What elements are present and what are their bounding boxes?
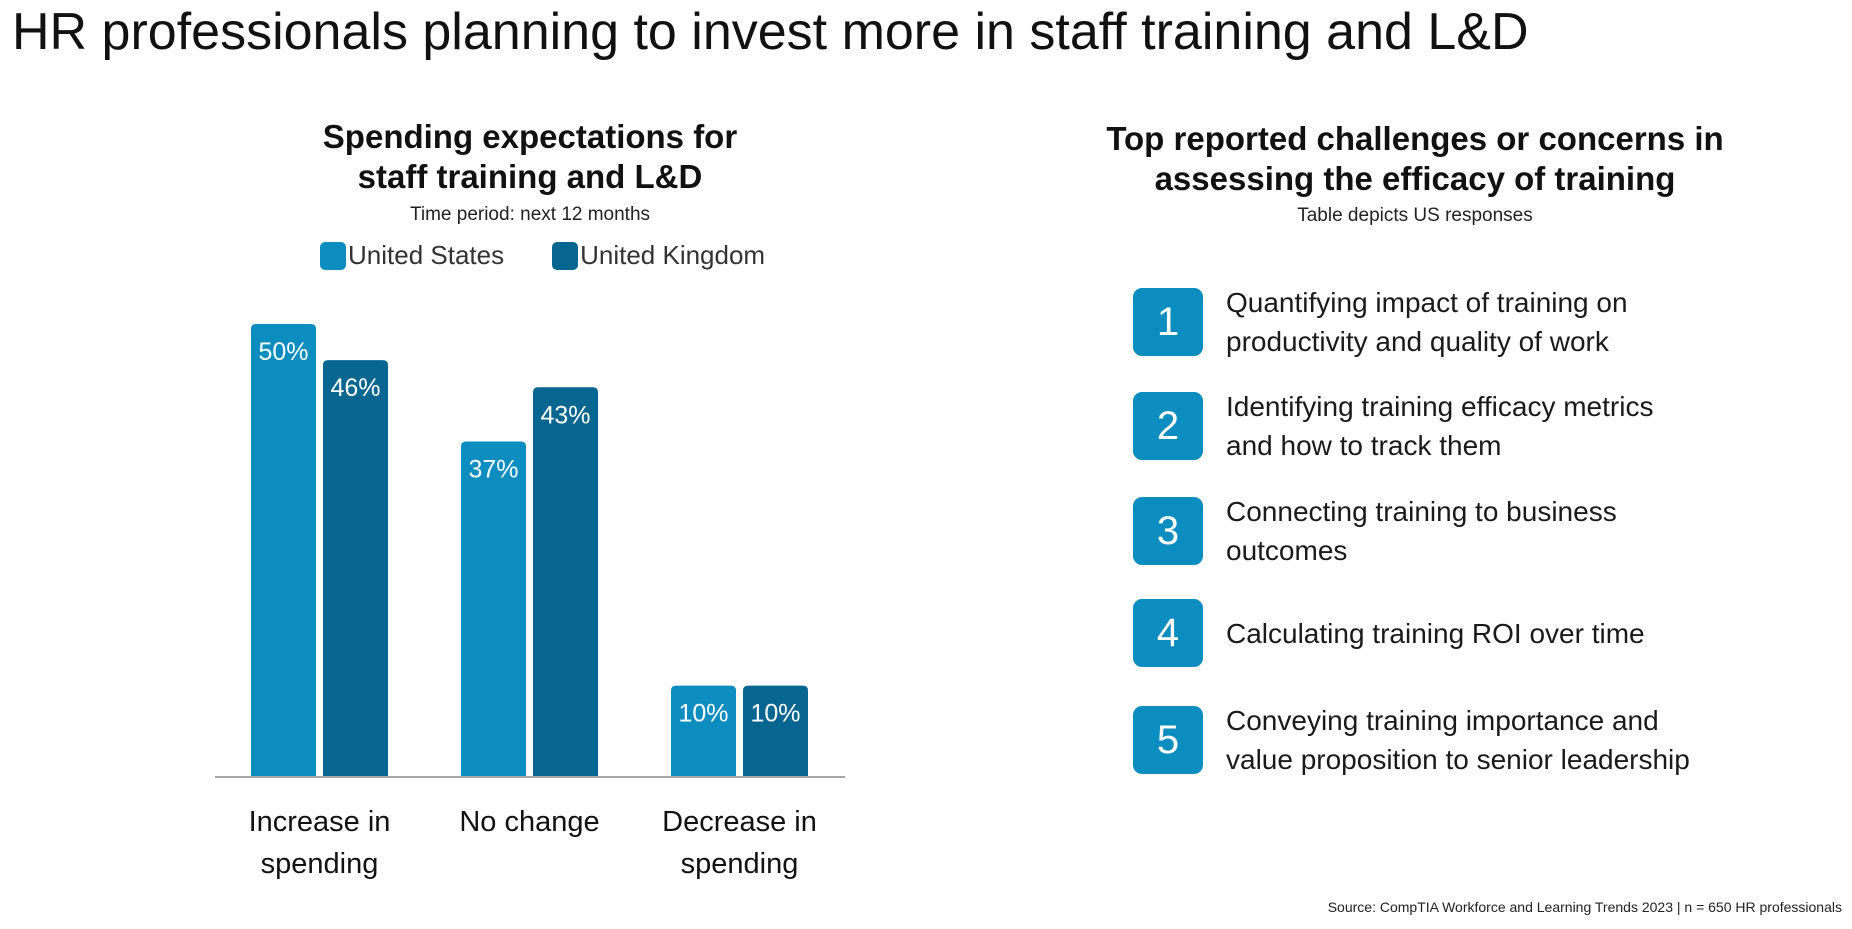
legend-item-us: United States [320, 240, 504, 271]
rank-badge-5: 5 [1133, 706, 1203, 774]
bar-uk-0 [323, 360, 388, 776]
bar-label-us-0: 50% [258, 338, 308, 366]
challenge-item-4: 4 Calculating training ROI over time [1133, 599, 1753, 667]
chart-subtitle: Time period: next 12 months [409, 204, 651, 225]
challenge-text-2-line-1: Identifying training efficacy metrics [1226, 391, 1654, 422]
challenges-title-line-2: assessing the efficacy of training [1154, 160, 1676, 197]
challenge-item-1: 1 Quantifying impact of training on prod… [1133, 283, 1753, 361]
challenge-text-2-line-2: and how to track them [1226, 430, 1502, 461]
chart-legend: United States United Kingdom [320, 240, 765, 271]
challenge-item-3: 3 Connecting training to business outcom… [1133, 492, 1753, 570]
page-title: HR professionals planning to invest more… [12, 3, 1529, 61]
legend-swatch-uk [552, 241, 579, 270]
category-label-2-1: spending [681, 848, 799, 880]
challenge-item-5: 5 Conveying training importance and valu… [1133, 701, 1753, 779]
bar-label-uk-2: 10% [750, 700, 800, 728]
challenges-title-line-1: Top reported challenges or concerns in [1106, 120, 1724, 157]
bar-label-us-1: 37% [468, 456, 518, 484]
bar-us-1 [461, 441, 526, 776]
category-label-1-0: No change [459, 806, 599, 838]
challenge-text-4: Calculating training ROI over time [1226, 614, 1645, 653]
challenges-subtitle: Table depicts US responses [1297, 205, 1533, 226]
chart-title-line-2: staff training and L&D [357, 158, 703, 195]
bar-us-2 [671, 685, 736, 776]
challenge-text-5-line-2: value proposition to senior leadership [1226, 744, 1690, 775]
challenge-text-2: Identifying training efficacy metrics an… [1226, 387, 1653, 465]
bar-chart: 50% 46% Increase in spending 37% 43% No change… [215, 324, 845, 880]
challenge-item-2: 2 Identifying training efficacy metrics … [1133, 387, 1753, 465]
challenge-text-4-line-1: Calculating training ROI over time [1226, 617, 1645, 649]
bar-us-0 [251, 324, 316, 776]
bar-label-us-2: 10% [678, 700, 728, 728]
chart-title: Spending expectations for staff training… [220, 117, 840, 197]
source-note: Source: CompTIA Workforce and Learning T… [1327, 899, 1842, 915]
challenge-text-3: Connecting training to business outcomes [1226, 492, 1617, 570]
rank-badge-4: 4 [1133, 599, 1203, 667]
challenge-text-3-line-1: Connecting training to business [1226, 496, 1617, 527]
category-label-0-1: spending [261, 848, 379, 880]
challenges-title: Top reported challenges or concerns in a… [1090, 119, 1740, 199]
challenge-text-5: Conveying training importance and value … [1226, 701, 1690, 779]
legend-label-uk: United Kingdom [580, 240, 766, 270]
rank-badge-1: 1 [1133, 288, 1203, 356]
category-label-0-0: Increase in [249, 806, 391, 838]
category-label-2-0: Decrease in [662, 806, 817, 838]
legend-item-uk: United Kingdom [552, 240, 765, 271]
bar-uk-1 [533, 387, 598, 776]
challenge-text-1-line-1: Quantifying impact of training on [1226, 287, 1628, 318]
chart-title-line-1: Spending expectations for [322, 118, 738, 155]
challenge-text-1-line-2: productivity and quality of work [1226, 326, 1609, 357]
challenge-text-3-line-2: outcomes [1226, 535, 1348, 566]
challenge-text-5-line-1: Conveying training importance and [1226, 705, 1659, 736]
bar-label-uk-1: 43% [540, 401, 590, 429]
challenge-text-1: Quantifying impact of training on produc… [1226, 283, 1628, 361]
legend-label-us: United States [348, 240, 505, 270]
bar-uk-2 [743, 685, 808, 776]
bar-label-uk-0: 46% [330, 374, 380, 402]
rank-badge-2: 2 [1133, 392, 1203, 460]
legend-swatch-us [320, 241, 346, 270]
rank-badge-3: 3 [1133, 497, 1203, 565]
